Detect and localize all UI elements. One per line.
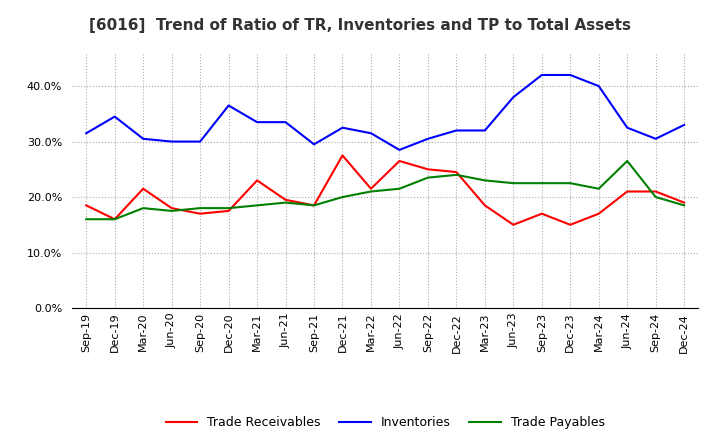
Trade Receivables (167, 205, 176, 211)
Trade Payables (253, 203, 261, 208)
Inventories (338, 125, 347, 130)
Inventories (509, 95, 518, 100)
Trade Payables (167, 208, 176, 213)
Trade Payables (537, 180, 546, 186)
Trade Receivables (366, 186, 375, 191)
Inventories (395, 147, 404, 153)
Trade Payables (110, 216, 119, 222)
Inventories (452, 128, 461, 133)
Inventories (310, 142, 318, 147)
Trade Receivables (139, 186, 148, 191)
Trade Payables (566, 180, 575, 186)
Trade Receivables (395, 158, 404, 164)
Trade Receivables (110, 216, 119, 222)
Trade Receivables (82, 203, 91, 208)
Trade Payables (452, 172, 461, 177)
Trade Receivables (282, 197, 290, 202)
Inventories (225, 103, 233, 108)
Trade Payables (423, 175, 432, 180)
Inventories (566, 72, 575, 77)
Trade Payables (509, 180, 518, 186)
Inventories (110, 114, 119, 119)
Trade Receivables (423, 167, 432, 172)
Inventories (139, 136, 148, 141)
Inventories (480, 128, 489, 133)
Inventories (366, 131, 375, 136)
Trade Payables (282, 200, 290, 205)
Inventories (196, 139, 204, 144)
Trade Payables (652, 194, 660, 200)
Trade Receivables (225, 208, 233, 213)
Inventories (623, 125, 631, 130)
Text: [6016]  Trend of Ratio of TR, Inventories and TP to Total Assets: [6016] Trend of Ratio of TR, Inventories… (89, 18, 631, 33)
Trade Receivables (652, 189, 660, 194)
Trade Receivables (253, 178, 261, 183)
Inventories (82, 131, 91, 136)
Trade Payables (366, 189, 375, 194)
Line: Inventories: Inventories (86, 75, 684, 150)
Trade Receivables (566, 222, 575, 227)
Trade Payables (623, 158, 631, 164)
Trade Receivables (509, 222, 518, 227)
Trade Payables (82, 216, 91, 222)
Line: Trade Receivables: Trade Receivables (86, 155, 684, 225)
Legend: Trade Receivables, Inventories, Trade Payables: Trade Receivables, Inventories, Trade Pa… (161, 411, 610, 434)
Inventories (595, 84, 603, 89)
Trade Payables (595, 186, 603, 191)
Trade Receivables (623, 189, 631, 194)
Inventories (652, 136, 660, 141)
Trade Receivables (595, 211, 603, 216)
Trade Receivables (310, 203, 318, 208)
Trade Receivables (452, 169, 461, 175)
Inventories (423, 136, 432, 141)
Trade Receivables (338, 153, 347, 158)
Trade Payables (480, 178, 489, 183)
Trade Payables (680, 203, 688, 208)
Trade Payables (196, 205, 204, 211)
Trade Payables (139, 205, 148, 211)
Inventories (167, 139, 176, 144)
Trade Payables (395, 186, 404, 191)
Trade Payables (225, 205, 233, 211)
Inventories (253, 120, 261, 125)
Trade Payables (338, 194, 347, 200)
Trade Receivables (480, 203, 489, 208)
Inventories (680, 122, 688, 128)
Line: Trade Payables: Trade Payables (86, 161, 684, 219)
Trade Payables (310, 203, 318, 208)
Inventories (282, 120, 290, 125)
Trade Receivables (537, 211, 546, 216)
Inventories (537, 72, 546, 77)
Trade Receivables (680, 200, 688, 205)
Trade Receivables (196, 211, 204, 216)
